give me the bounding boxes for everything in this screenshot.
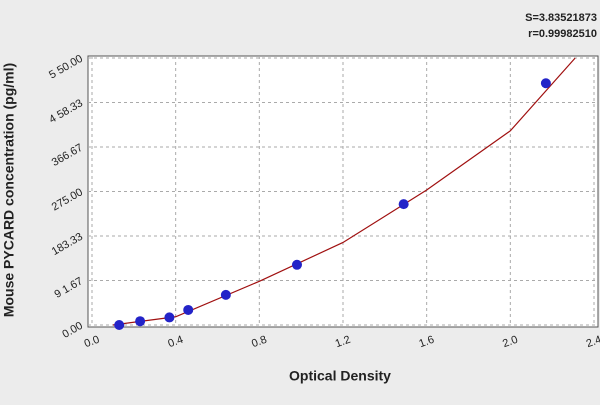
x-tick-label: 2.0	[501, 334, 519, 351]
data-point	[183, 304, 194, 315]
y-axis-title: Mouse PYCARD concentration (pg/ml)	[1, 63, 17, 317]
x-tick-label: 1.2	[334, 334, 352, 351]
x-tick-label: 2.4	[585, 334, 600, 351]
data-point	[540, 78, 551, 89]
x-axis-title: Optical Density	[289, 368, 391, 384]
annotation: r=0.99982510	[528, 28, 597, 40]
x-tick-label: 1.6	[417, 334, 435, 351]
fit-curve	[112, 57, 576, 326]
data-point	[164, 312, 175, 323]
data-point	[220, 289, 231, 300]
x-tick-label: 0.8	[250, 334, 268, 351]
data-point	[398, 199, 409, 210]
x-tick-label: 0.4	[166, 334, 184, 351]
data-point	[135, 316, 146, 327]
x-tick-label: 0.0	[83, 334, 101, 351]
data-point	[114, 320, 125, 330]
data-point	[291, 259, 302, 270]
annotation: S=3.83521873	[525, 12, 597, 24]
